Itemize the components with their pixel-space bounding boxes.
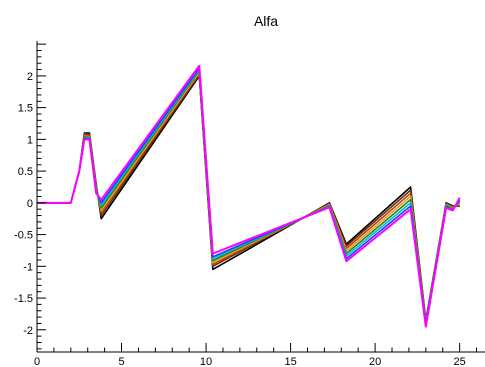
x-tick-label: 10 [200, 356, 212, 367]
y-tick-label: -1 [23, 261, 33, 273]
y-tick-label: 1 [27, 134, 33, 146]
x-tick-label: 0 [34, 356, 40, 367]
x-tick-label: 20 [369, 356, 381, 367]
x-tick-label: 25 [454, 356, 466, 367]
y-tick-label: 1.5 [18, 103, 33, 115]
y-tick-label: 0 [27, 198, 33, 210]
x-tick-label: 5 [118, 356, 124, 367]
x-tick-label: 15 [284, 356, 296, 367]
y-tick-label: -1.5 [14, 293, 33, 305]
series-layer [37, 64, 461, 328]
chart-title: Alfa [254, 13, 278, 29]
y-tick-label: 0.5 [18, 166, 33, 178]
y-tick-label: -0.5 [14, 230, 33, 242]
axes: 0 5 10 15 20 25 -2 -1.5 -1 -0.5 0 0.5 1 1.5 2 [14, 41, 485, 367]
y-tick-label: -2 [23, 325, 33, 337]
series-line-8 [37, 64, 461, 328]
y-tick-label: 2 [27, 71, 33, 83]
